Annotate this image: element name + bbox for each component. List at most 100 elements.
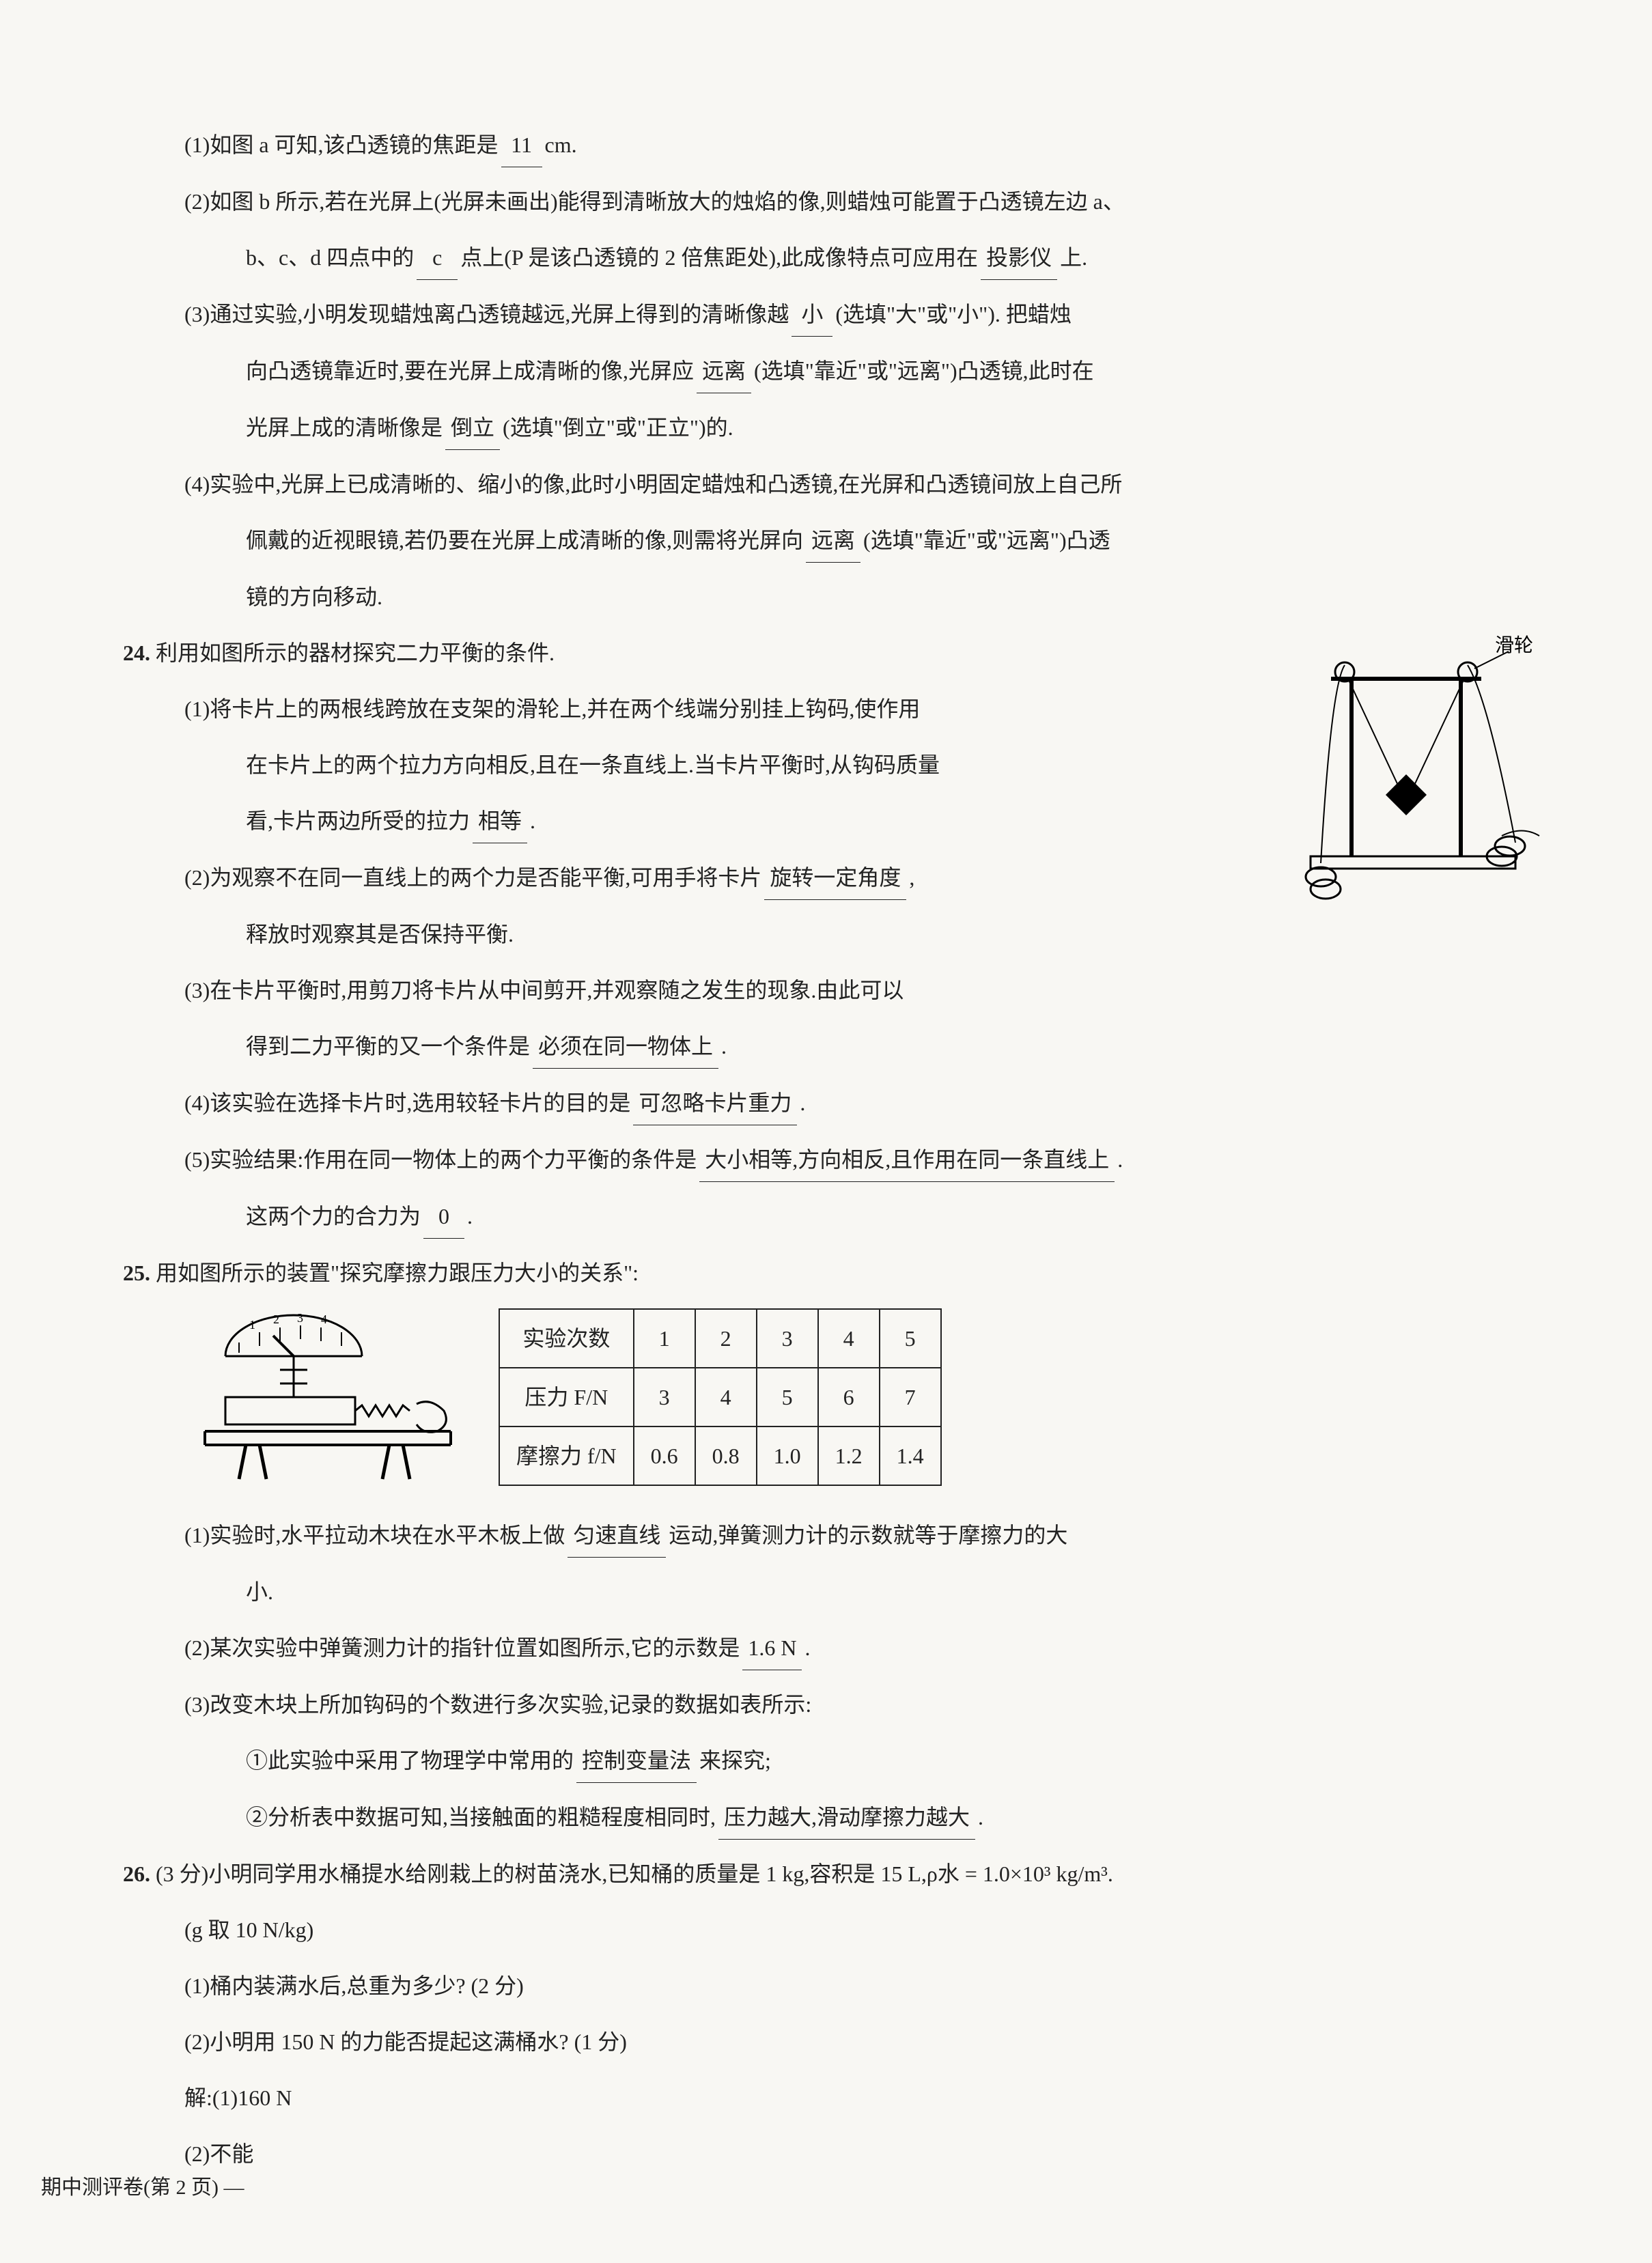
text: (g 取 10 N/kg) (184, 1908, 313, 1952)
blank-answer: 大小相等,方向相反,且作用在同一条直线上 (699, 1138, 1115, 1182)
text: 用如图所示的装置"探究摩擦力跟压力大小的关系": (156, 1251, 639, 1295)
blank-answer: 11 (501, 123, 542, 167)
text: . (530, 799, 535, 843)
text: . (804, 1626, 810, 1670)
text: (2)为观察不在同一直线上的两个力是否能平衡,可用手将卡片 (184, 856, 761, 899)
q24-part2b: 释放时观察其是否保持平衡. (123, 912, 1263, 956)
text: (2)某次实验中弹簧测力计的指针位置如图所示,它的示数是 (184, 1626, 740, 1670)
q24-title: 24. 利用如图所示的器材探究二力平衡的条件. (123, 631, 1263, 675)
q23-part2b: b、c、d 四点中的 c 点上(P 是该凸透镜的 2 倍焦距处),此成像特点可应… (123, 236, 1570, 280)
table-row: 压力 F/N 3 4 5 6 7 (499, 1368, 941, 1426)
text: 得到二力平衡的又一个条件是 (246, 1024, 530, 1068)
q24-part1a: (1)将卡片上的两根线跨放在支架的滑轮上,并在两个线端分别挂上钩码,使作用 (123, 687, 1263, 731)
q23-part3a: (3)通过实验,小明发现蜡烛离凸透镜越远,光屏上得到的清晰像越 小 (选填"大"… (123, 292, 1570, 337)
text: 解:(1)160 N (184, 2076, 292, 2120)
q25-part3b: ①此实验中采用了物理学中常用的 控制变量法 来探究; (123, 1739, 1570, 1783)
text: 来探究; (699, 1739, 771, 1782)
table-header: 摩擦力 f/N (499, 1426, 634, 1485)
spring-scale-diagram-icon: 1 2 3 4 (184, 1308, 471, 1486)
page-footer: 期中测评卷(第 2 页) — (41, 2167, 244, 2208)
text: (1)将卡片上的两根线跨放在支架的滑轮上,并在两个线端分别挂上钩码,使作用 (184, 687, 920, 731)
text: . (467, 1194, 473, 1238)
q25-part1a: (1)实验时,水平拉动木块在水平木板上做 匀速直线 运动,弹簧测力计的示数就等于… (123, 1513, 1570, 1558)
q26-subtitle: (g 取 10 N/kg) (123, 1908, 1570, 1952)
q25-figure-table-row: 1 2 3 4 实验次数 1 2 3 4 5 (184, 1308, 1570, 1486)
table-cell: 2 (695, 1309, 757, 1368)
q24-part2a: (2)为观察不在同一直线上的两个力是否能平衡,可用手将卡片 旋转一定角度 , (123, 856, 1263, 900)
q24-part3b: 得到二力平衡的又一个条件是 必须在同一物体上 . (123, 1024, 1570, 1069)
table-header: 压力 F/N (499, 1368, 634, 1426)
table-row: 实验次数 1 2 3 4 5 (499, 1309, 941, 1368)
blank-answer: 倒立 (445, 406, 500, 450)
table-cell: 4 (818, 1309, 880, 1368)
blank-answer: 远离 (806, 518, 860, 563)
blank-answer: 投影仪 (981, 236, 1057, 280)
text: (1)实验时,水平拉动木块在水平木板上做 (184, 1513, 565, 1557)
q23-part4c: 镜的方向移动. (123, 575, 1570, 619)
table-cell: 5 (757, 1368, 818, 1426)
text: . (1117, 1138, 1123, 1181)
q24-part4: (4)该实验在选择卡片时,选用较轻卡片的目的是 可忽略卡片重力 . (123, 1081, 1570, 1125)
table-header: 实验次数 (499, 1309, 634, 1368)
text: (3)通过实验,小明发现蜡烛离凸透镜越远,光屏上得到的清晰像越 (184, 292, 789, 336)
text: . (978, 1795, 983, 1839)
q23-part3b: 向凸透镜靠近时,要在光屏上成清晰的像,光屏应 远离 (选填"靠近"或"远离")凸… (123, 349, 1570, 393)
table-cell: 1.4 (880, 1426, 941, 1485)
q25-part2: (2)某次实验中弹簧测力计的指针位置如图所示,它的示数是 1.6 N . (123, 1626, 1570, 1670)
q26-ans1: 解:(1)160 N (123, 2076, 1570, 2120)
question-number: 25. (123, 1251, 150, 1295)
q24-part1c: 看,卡片两边所受的拉力 相等 . (123, 799, 1263, 843)
text: (3 分)小明同学用水桶提水给刚栽上的树苗浇水,已知桶的质量是 1 kg,容积是… (156, 1852, 1113, 1896)
blank-answer: 远离 (697, 349, 751, 393)
text: 点上(P 是该凸透镜的 2 倍焦距处),此成像特点可应用在 (460, 236, 978, 279)
q26-title: 26. (3 分)小明同学用水桶提水给刚栽上的树苗浇水,已知桶的质量是 1 kg… (123, 1852, 1570, 1896)
blank-answer: 相等 (473, 799, 527, 843)
q24-part3a: (3)在卡片平衡时,用剪刀将卡片从中间剪开,并观察随之发生的现象.由此可以 (123, 968, 1263, 1012)
q23-part1: (1)如图 a 可知,该凸透镜的焦距是 11 cm. (123, 123, 1570, 167)
pulley-label-text: 滑轮 (1495, 634, 1533, 656)
text: 光屏上成的清晰像是 (246, 406, 443, 449)
text: (选填"倒立"或"正立")的. (503, 406, 733, 449)
svg-text:1: 1 (249, 1318, 255, 1332)
blank-answer: c (417, 236, 458, 280)
table-cell: 1.0 (757, 1426, 818, 1485)
text: (1)桶内装满水后,总重为多少? (2 分) (184, 1964, 524, 2008)
text: 这两个力的合力为 (246, 1194, 421, 1238)
q23-part4a: (4)实验中,光屏上已成清晰的、缩小的像,此时小明固定蜡烛和凸透镜,在光屏和凸透… (123, 462, 1570, 506)
text: (选填"靠近"或"远离")凸透镜,此时在 (754, 349, 1094, 393)
text: 在卡片上的两个拉力方向相反,且在一条直线上.当卡片平衡时,从钩码质量 (246, 743, 940, 787)
q23-part4b: 佩戴的近视眼镜,若仍要在光屏上成清晰的像,则需将光屏向 远离 (选填"靠近"或"… (123, 518, 1570, 563)
text: (选填"靠近"或"远离")凸透 (863, 518, 1110, 562)
q26-ans2: (2)不能 (123, 2132, 1570, 2176)
text: (选填"大"或"小"). 把蜡烛 (835, 292, 1072, 336)
q25-part1b: 小. (123, 1570, 1570, 1614)
blank-answer: 必须在同一物体上 (533, 1024, 718, 1069)
svg-text:3: 3 (297, 1311, 303, 1325)
text: 小. (246, 1570, 273, 1614)
q26-part1: (1)桶内装满水后,总重为多少? (2 分) (123, 1964, 1570, 2008)
text: (1)如图 a 可知,该凸透镜的焦距是 (184, 123, 499, 167)
text: (2)如图 b 所示,若在光屏上(光屏未画出)能得到清晰放大的烛焰的像,则蜡烛可… (184, 180, 1125, 223)
q24-part1b: 在卡片上的两个拉力方向相反,且在一条直线上.当卡片平衡时,从钩码质量 (123, 743, 1263, 787)
text: (4)该实验在选择卡片时,选用较轻卡片的目的是 (184, 1081, 630, 1125)
table-cell: 7 (880, 1368, 941, 1426)
pulley-diagram-icon: 滑轮 (1283, 631, 1543, 918)
table-cell: 4 (695, 1368, 757, 1426)
table-cell: 3 (634, 1368, 695, 1426)
text: , (909, 856, 914, 899)
q25-part3c: ②分析表中数据可知,当接触面的粗糙程度相同时, 压力越大,滑动摩擦力越大 . (123, 1795, 1570, 1840)
text: (4)实验中,光屏上已成清晰的、缩小的像,此时小明固定蜡烛和凸透镜,在光屏和凸透… (184, 462, 1122, 506)
table-cell: 0.6 (634, 1426, 695, 1485)
table-cell: 1.2 (818, 1426, 880, 1485)
text: (2)小明用 150 N 的力能否提起这满桶水? (1 分) (184, 2020, 627, 2064)
blank-answer: 控制变量法 (576, 1739, 697, 1783)
blank-answer: 可忽略卡片重力 (633, 1081, 797, 1125)
text: 释放时观察其是否保持平衡. (246, 912, 514, 956)
table-cell: 1 (634, 1309, 695, 1368)
q25-title: 25. 用如图所示的装置"探究摩擦力跟压力大小的关系": (123, 1251, 1570, 1295)
q23-part3c: 光屏上成的清晰像是 倒立 (选填"倒立"或"正立")的. (123, 406, 1570, 450)
svg-text:2: 2 (273, 1312, 279, 1326)
table-cell: 3 (757, 1309, 818, 1368)
text: (3)在卡片平衡时,用剪刀将卡片从中间剪开,并观察随之发生的现象.由此可以 (184, 968, 904, 1012)
text: 利用如图所示的器材探究二力平衡的条件. (156, 631, 555, 675)
